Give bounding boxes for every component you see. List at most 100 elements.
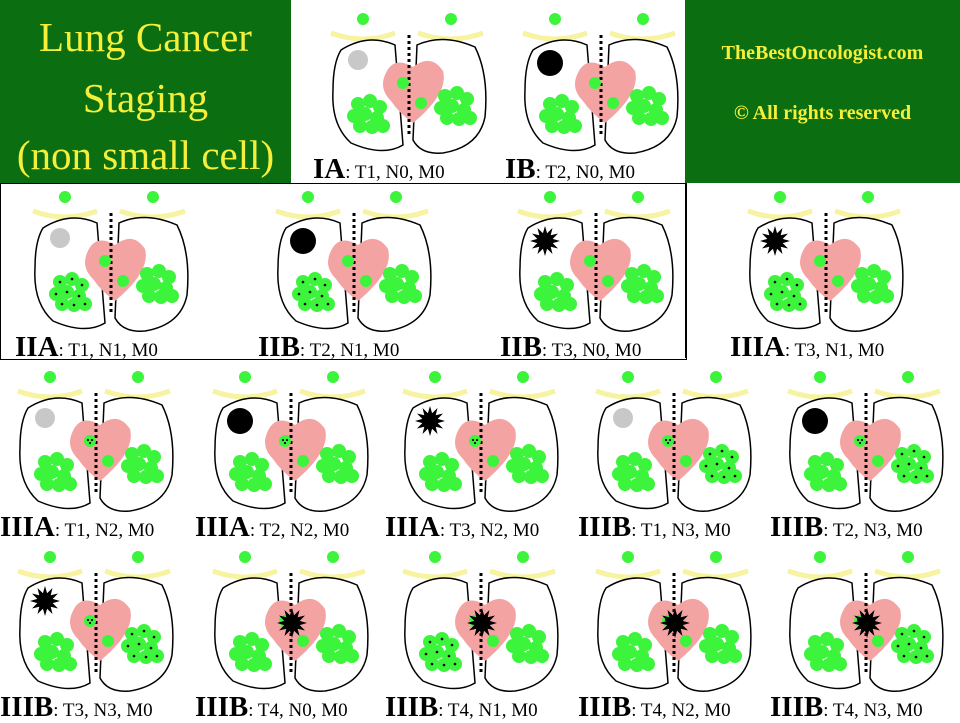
lung-diagram	[787, 551, 944, 692]
lymph-node	[532, 450, 546, 464]
lymph-node	[320, 627, 334, 641]
metastasis-dot	[727, 466, 731, 470]
lymph-node	[63, 477, 77, 491]
right-lung-node-cluster	[379, 264, 422, 304]
supraclavicular-node-left	[622, 551, 634, 563]
right-lung-node-cluster	[316, 624, 359, 664]
tnm-label: : T3, N0, M0	[541, 340, 642, 361]
supraclavicular-node-right	[445, 13, 457, 25]
lung-diagram	[522, 13, 679, 154]
lymph-node	[565, 100, 579, 114]
lymph-node	[460, 92, 474, 106]
lymph-node	[235, 657, 249, 671]
metastasis-dot	[86, 438, 90, 442]
metastasis-dot	[80, 283, 84, 287]
clavicle-right	[874, 388, 941, 400]
stage-panel: IIIA: T1, N2, M0	[0, 363, 195, 543]
lung-diagram	[517, 191, 674, 332]
lymph-node	[623, 465, 637, 479]
metastasis-dot	[708, 452, 712, 456]
metastasis-dot	[798, 302, 802, 306]
tnm-label: : T4, N2, M0	[631, 700, 731, 721]
metastasis-dot	[60, 302, 64, 306]
lymph-node	[408, 289, 422, 303]
stage-caption: IIB: T2, N1, M0	[258, 333, 458, 363]
hilar-node	[602, 275, 614, 287]
lymph-node	[452, 112, 466, 126]
right-lung-node-cluster	[891, 444, 934, 484]
lymph-node	[510, 627, 524, 641]
supraclavicular-node-left	[44, 551, 56, 563]
stage-label: IIIA	[195, 511, 250, 543]
hilar-node	[832, 275, 844, 287]
title-line-1: Lung Cancer	[39, 14, 252, 60]
left-lung-node-cluster	[804, 452, 847, 492]
metastasis-dot	[733, 474, 737, 478]
supraclavicular-node-right	[710, 551, 722, 563]
clavicle-left	[747, 208, 813, 220]
brand-site: TheBestOncologist.com	[721, 42, 924, 64]
tnm-label: : T2, N1, M0	[299, 340, 400, 361]
lymph-node	[568, 119, 582, 133]
clavicle-right	[609, 30, 676, 42]
lung-diagram	[402, 551, 559, 692]
lymph-node	[545, 285, 559, 299]
tnm-label: : T2, N2, M0	[249, 520, 350, 541]
hilar-node	[872, 455, 884, 467]
brand-rights: © All rights reserved	[733, 102, 912, 124]
lymph-node	[38, 635, 52, 649]
right-lung-node-cluster	[121, 444, 164, 484]
mediastinal-node	[279, 435, 291, 447]
lymph-node	[627, 289, 641, 303]
mediastinal-node	[397, 77, 409, 89]
lymph-node	[445, 99, 459, 113]
left-lung-node-cluster	[419, 632, 462, 672]
stage-label: IIIB	[195, 691, 249, 723]
lymph-node	[815, 465, 829, 479]
stage-panel: IIIA: T3, N2, M0	[385, 363, 580, 543]
lymph-node	[815, 645, 829, 659]
lung-diagram	[595, 551, 752, 692]
hilar-node	[117, 275, 129, 287]
supraclavicular-node-left	[429, 371, 441, 383]
lymph-node	[833, 477, 847, 491]
lymph-node	[258, 477, 272, 491]
lymph-node	[650, 289, 664, 303]
supraclavicular-node-left	[357, 13, 369, 25]
lymph-node	[60, 638, 74, 652]
lymph-node	[247, 658, 261, 672]
metastasis-dot	[720, 449, 724, 453]
metastasis-dot	[896, 644, 900, 648]
lung-diagram	[32, 191, 189, 332]
tnm-label: : T3, N1, M0	[784, 340, 885, 361]
metastasis-dot	[72, 303, 76, 307]
lymph-node	[641, 657, 655, 671]
lymph-node	[60, 458, 74, 472]
clavicle-right	[104, 568, 171, 580]
metastasis-dot	[152, 635, 156, 639]
lymph-node	[830, 458, 844, 472]
tumor-small	[613, 408, 633, 428]
lymph-node	[327, 457, 341, 471]
lymph-node	[397, 290, 411, 304]
tnm-label: : T1, N0, M0	[345, 162, 445, 183]
metastasis-dot	[787, 303, 791, 307]
lymph-node	[717, 650, 731, 664]
metastasis-dot	[919, 466, 923, 470]
lymph-node	[641, 477, 655, 491]
lymph-node	[545, 119, 559, 133]
lymph-node	[437, 478, 451, 492]
stage-panel: IIB: T2, N1, M0	[258, 183, 453, 363]
metastasis-dot	[88, 621, 92, 625]
clavicle-left	[522, 30, 588, 42]
lymph-node	[822, 478, 836, 492]
lymph-node	[430, 465, 444, 479]
metastasis-dot	[860, 438, 864, 442]
lung-diagram	[787, 371, 944, 512]
hilar-node	[607, 97, 619, 109]
heart	[575, 60, 636, 123]
lymph-node	[524, 650, 538, 664]
metastasis-dot	[907, 642, 911, 646]
supraclavicular-node-left	[549, 13, 561, 25]
tumor-large	[537, 50, 563, 76]
